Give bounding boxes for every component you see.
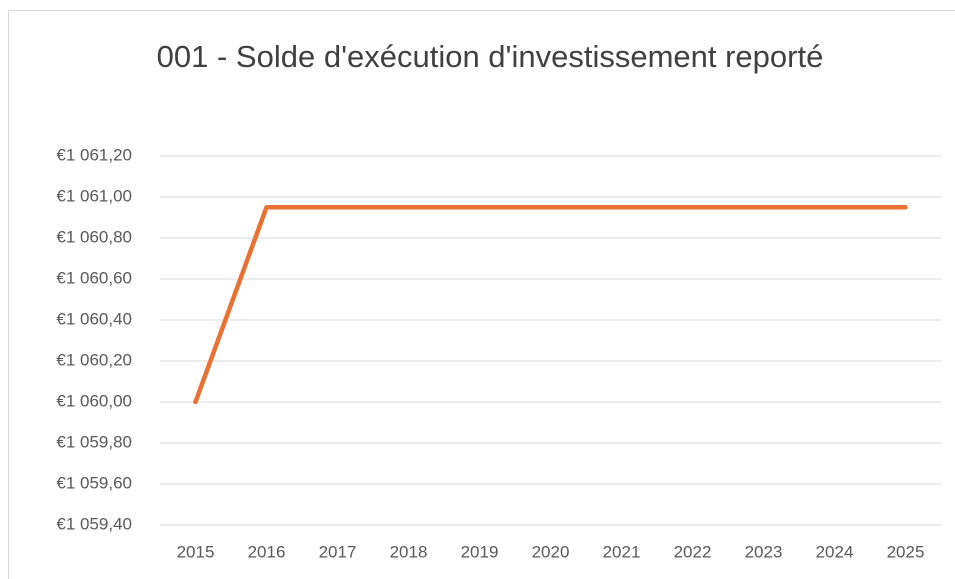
y-tick-label: €1 059,60 xyxy=(56,473,132,492)
x-tick-label: 2016 xyxy=(248,542,286,561)
y-tick-label: €1 061,20 xyxy=(56,145,132,164)
y-tick-label: €1 059,40 xyxy=(56,514,132,533)
y-tick-label: €1 061,00 xyxy=(56,186,132,205)
x-tick-label: 2024 xyxy=(816,542,854,561)
x-tick-label: 2017 xyxy=(319,542,357,561)
chart-title: 001 - Solde d'exécution d'investissement… xyxy=(156,39,824,74)
x-tick-label: 2020 xyxy=(532,542,570,561)
y-tick-label: €1 059,80 xyxy=(56,432,132,451)
x-tick-label: 2019 xyxy=(461,542,499,561)
y-tick-label: €1 060,80 xyxy=(56,227,132,246)
x-tick-label: 2025 xyxy=(887,542,925,561)
y-tick-label: €1 060,20 xyxy=(56,350,132,369)
line-series xyxy=(193,205,908,405)
y-tick-label: €1 060,60 xyxy=(56,268,132,287)
y-tick-label: €1 060,40 xyxy=(56,309,132,328)
x-tick-label: 2015 xyxy=(177,542,215,561)
y-tick-label: €1 060,00 xyxy=(56,391,132,410)
x-tick-label: 2018 xyxy=(390,542,428,561)
x-tick-label: 2023 xyxy=(745,542,783,561)
x-tick-label: 2022 xyxy=(674,542,712,561)
chart-frame xyxy=(8,10,955,579)
x-tick-label: 2021 xyxy=(603,542,641,561)
